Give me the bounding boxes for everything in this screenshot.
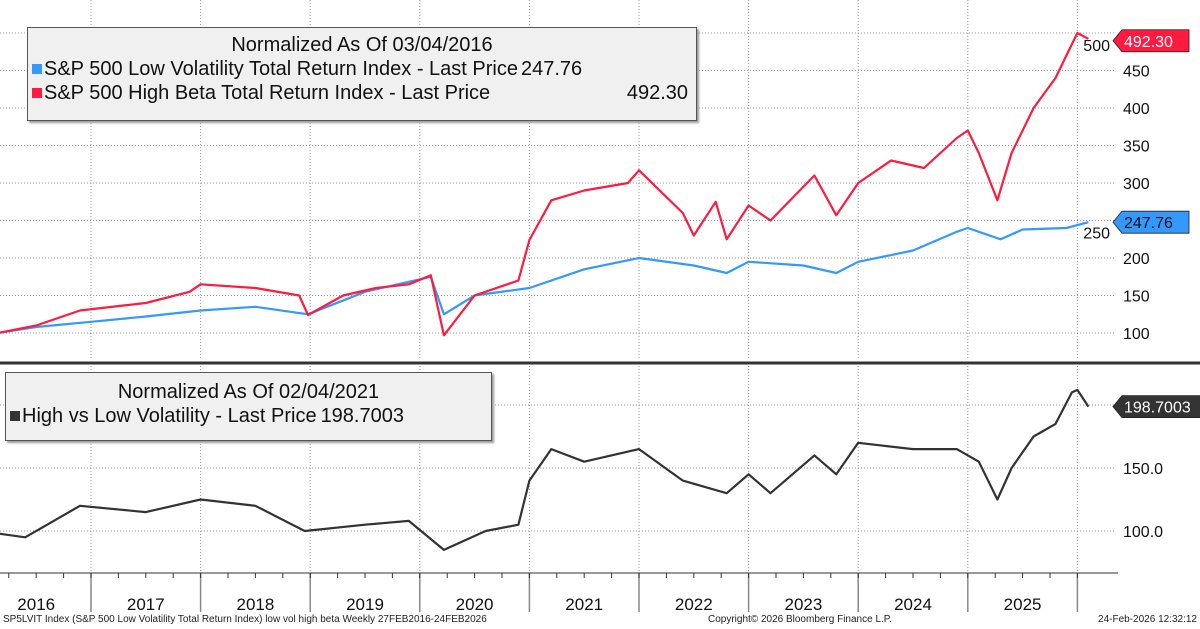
legend-value: 198.7003 [320, 405, 404, 427]
x-tick-label: 2021 [565, 595, 603, 614]
x-tick-label: 2025 [1004, 595, 1042, 614]
legend-label: S&P 500 Low Volatility Total Return Inde… [44, 58, 518, 80]
black-swatch-icon [10, 411, 20, 421]
footer-timestamp: 24-Feb-2026 12:32:12 [1098, 614, 1197, 625]
low-volatility-line [0, 221, 1089, 334]
y-tick-label: 450 [1123, 64, 1150, 81]
y-tick-label: 300 [1123, 176, 1150, 193]
y-tick-label: 200 [1123, 251, 1150, 268]
x-tick-label: 2022 [675, 595, 713, 614]
legend-item-high-beta: S&P 500 High Beta Total Return Index - L… [28, 81, 696, 105]
ratio-last-value: 198.7003 [1124, 400, 1191, 417]
high-beta-last-tag [1112, 29, 1190, 53]
x-tick-label: 2018 [236, 595, 274, 614]
y-tick-label: 150.0 [1123, 461, 1163, 478]
top-legend: Normalized As Of 03/04/2016 S&P 500 Low … [27, 27, 697, 121]
legend-value: 492.30 [626, 82, 688, 104]
bottom-legend-title: Normalized As Of 02/04/2021 [117, 381, 380, 403]
high-beta-line [0, 31, 1089, 337]
x-tick-label: 2016 [17, 595, 55, 614]
y-tick-label: 500 [1083, 38, 1110, 55]
y-tick-label: 400 [1123, 101, 1150, 118]
ratio-last-tag [1112, 395, 1200, 419]
y-tick-label: 350 [1123, 139, 1150, 156]
x-tick-label: 2019 [346, 595, 384, 614]
legend-label: High vs Low Volatility - Last Price [22, 405, 317, 427]
legend-label: S&P 500 High Beta Total Return Index - L… [44, 82, 491, 104]
blue-swatch-icon [32, 64, 42, 74]
x-tick-label: 2017 [127, 595, 165, 614]
legend-item-ratio: High vs Low Volatility - Last Price 198.7… [6, 404, 491, 428]
y-tick-label: 150 [1123, 289, 1150, 306]
legend-item-low-vol: S&P 500 Low Volatility Total Return Inde… [28, 57, 696, 81]
x-tick-label: 2024 [894, 595, 932, 614]
top-legend-title: Normalized As Of 03/04/2016 [231, 34, 493, 56]
legend-value: 247.76 [520, 58, 583, 80]
y-tick-label: 100.0 [1123, 524, 1163, 541]
y-tick-label: 250 [1083, 226, 1110, 243]
ratio-line [0, 388, 1090, 552]
footer-source: SP5LVIT Index (S&P 500 Low Volatility To… [3, 614, 487, 625]
y-tick-label: 100 [1123, 326, 1150, 343]
low-vol-last-value: 247.76 [1124, 215, 1173, 232]
footer-copyright: Copyright© 2026 Bloomberg Finance L.P. [708, 614, 892, 625]
high-beta-last-value: 492.30 [1124, 34, 1173, 51]
x-tick-label: 2023 [784, 595, 822, 614]
red-swatch-icon [32, 88, 42, 98]
x-tick-label: 2020 [456, 595, 494, 614]
low-vol-last-tag [1112, 210, 1190, 234]
bottom-legend: Normalized As Of 02/04/2021 High vs Low … [5, 372, 492, 441]
